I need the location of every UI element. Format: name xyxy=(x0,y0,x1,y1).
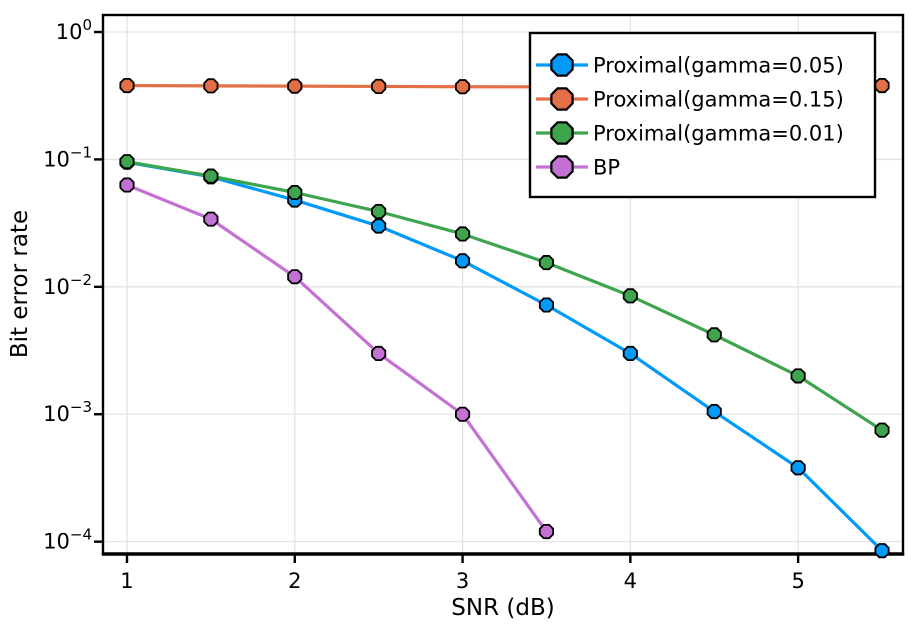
legend-marker xyxy=(550,155,574,179)
data-point-marker xyxy=(874,543,890,559)
data-point-marker xyxy=(706,403,722,420)
series-proximal-gamma-0-01- xyxy=(119,154,890,438)
data-point-marker xyxy=(622,345,638,362)
legend-marker xyxy=(550,121,574,145)
data-point-marker xyxy=(455,79,471,95)
legend-label: Proximal(gamma=0.05) xyxy=(593,54,844,78)
legend-entry: Proximal(gamma=0.05) xyxy=(536,53,844,78)
data-point-marker xyxy=(874,78,890,94)
data-point-marker xyxy=(287,184,303,201)
data-point-marker xyxy=(622,288,638,304)
data-point-marker xyxy=(790,368,806,384)
data-point-marker xyxy=(371,218,387,234)
legend-label: Proximal(gamma=0.15) xyxy=(593,88,844,112)
legend-entry: Proximal(gamma=0.01) xyxy=(536,121,844,146)
x-tick-label: 3 xyxy=(456,569,469,593)
legend-entry: BP xyxy=(536,155,620,180)
data-point-marker xyxy=(203,168,219,184)
data-point-marker xyxy=(119,177,135,193)
legend-label: Proximal(gamma=0.01) xyxy=(593,122,844,146)
x-tick-label: 2 xyxy=(288,569,301,593)
data-point-marker xyxy=(706,327,722,343)
data-point-marker xyxy=(874,422,890,438)
y-tick-label: 10−2 xyxy=(43,271,92,299)
data-point-marker xyxy=(371,78,387,94)
legend-entry: Proximal(gamma=0.15) xyxy=(536,87,844,112)
data-point-marker xyxy=(119,154,135,170)
series-line xyxy=(125,160,884,553)
legend-box xyxy=(528,31,877,199)
tick-layer: 1 2 3 4 5 100 10−1 10−2 10−3 10−4 xyxy=(43,16,805,593)
data-point-marker xyxy=(538,255,555,271)
data-point-marker xyxy=(790,460,806,476)
legend-marker xyxy=(550,87,574,111)
data-point-marker xyxy=(119,78,135,94)
series-bp xyxy=(119,177,555,540)
data-point-marker xyxy=(203,211,219,227)
y-tick-label: 10−3 xyxy=(43,398,92,426)
x-tick-label: 1 xyxy=(120,569,133,593)
series-line xyxy=(125,183,549,534)
y-tick-label: 100 xyxy=(56,16,92,44)
series-line xyxy=(125,160,884,432)
x-tick-label: 5 xyxy=(791,569,804,593)
data-point-marker xyxy=(371,203,387,220)
y-tick-label: 10−1 xyxy=(43,143,92,171)
legend-label: BP xyxy=(593,156,620,180)
plot-frame xyxy=(101,13,905,556)
data-point-marker xyxy=(371,345,387,362)
data-point-marker xyxy=(455,406,471,422)
legend-marker xyxy=(550,53,574,77)
x-axis-label: SNR (dB) xyxy=(451,595,554,621)
data-point-marker xyxy=(287,269,303,285)
series-proximal-gamma-0-05- xyxy=(119,154,890,559)
data-point-marker xyxy=(203,78,219,94)
data-point-marker xyxy=(538,524,555,540)
data-point-marker xyxy=(538,297,555,313)
y-axis-label: Bit error rate xyxy=(7,210,33,358)
data-point-marker xyxy=(455,226,471,242)
x-tick-label: 4 xyxy=(624,569,637,593)
grid-layer xyxy=(103,15,903,554)
y-tick-label: 10−4 xyxy=(43,526,92,554)
data-point-marker xyxy=(455,253,471,269)
data-point-marker xyxy=(287,78,303,94)
legend: Proximal(gamma=0.05) Proximal(gamma=0.15)… xyxy=(528,31,877,199)
